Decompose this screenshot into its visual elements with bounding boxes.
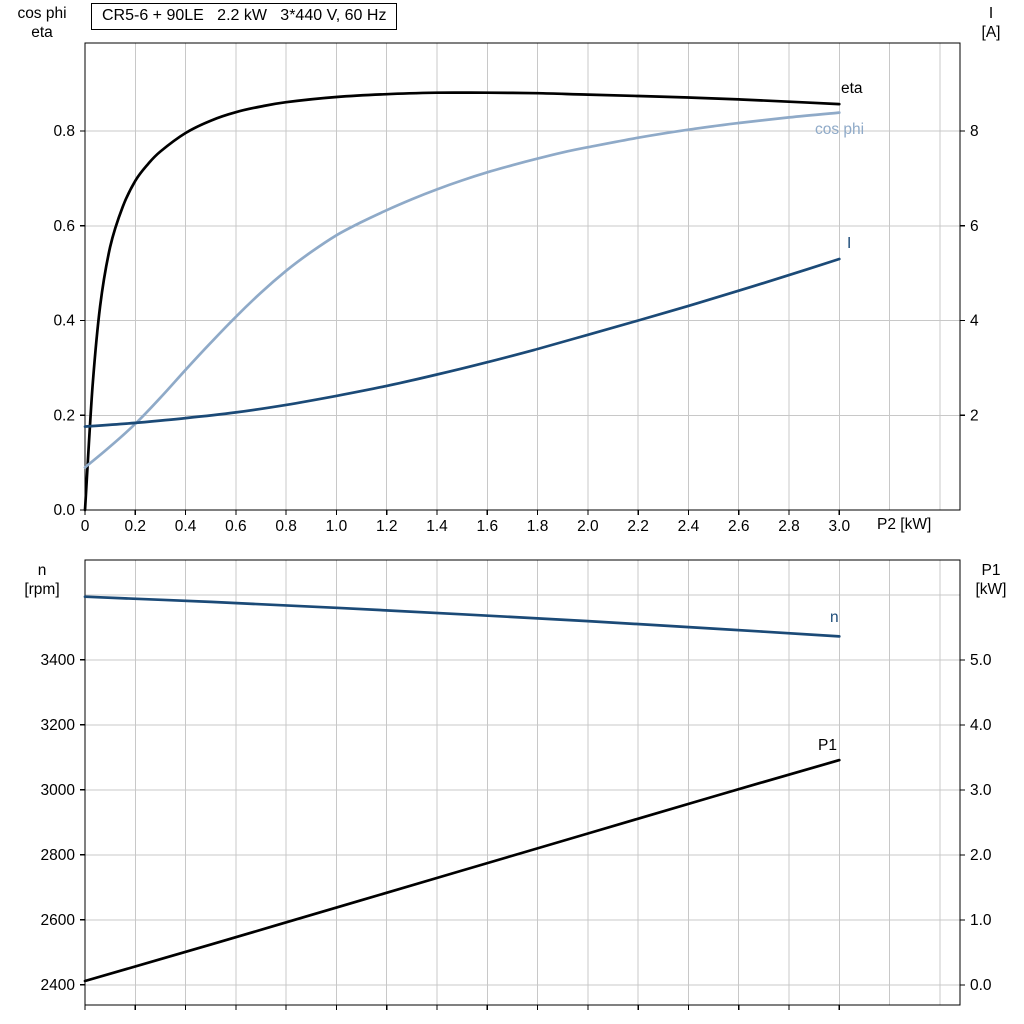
svg-text:0.4: 0.4 — [175, 518, 197, 535]
tick-labels: 2400 2600 2800 3000 3200 3400 0.0 1.0 2.0 3.0 4.0 5… — [41, 652, 992, 994]
series-cos-phi — [83, 111, 841, 469]
curve-label-cos-phi: cos phi — [815, 121, 865, 138]
series-n — [83, 595, 841, 638]
axis-title-current: I — [988, 5, 994, 22]
svg-text:8: 8 — [970, 123, 979, 140]
svg-text:2.8: 2.8 — [778, 518, 800, 535]
svg-text:0.2: 0.2 — [125, 518, 147, 535]
plot-area-0: 0 0.2 0.4 0.6 0.8 1.0 1.2 1.4 1.6 1.8 2.0 2.2 2.4 2.6… — [53, 42, 979, 535]
axis-ticks — [80, 659, 965, 1010]
top-left-axis-title: cos phi eta — [2, 4, 82, 42]
svg-text:6: 6 — [970, 218, 979, 235]
svg-text:0.8: 0.8 — [275, 518, 297, 535]
svg-text:0.0: 0.0 — [970, 977, 992, 994]
svg-text:0.2: 0.2 — [53, 407, 75, 424]
axis-title-speed: n — [37, 562, 47, 579]
svg-text:1.0: 1.0 — [970, 912, 992, 929]
svg-text:2600: 2600 — [41, 912, 76, 929]
svg-text:2.0: 2.0 — [577, 518, 599, 535]
svg-text:1.0: 1.0 — [326, 518, 348, 535]
svg-text:0.6: 0.6 — [53, 218, 75, 235]
curve-label-eta: eta — [841, 80, 863, 97]
svg-text:2.4: 2.4 — [678, 518, 700, 535]
axis-title-p1-unit: [kW] — [975, 581, 1007, 598]
curve-label-p1: P1 — [818, 737, 837, 754]
plot-area-1: 2400 2600 2800 3000 3200 3400 0.0 1.0 2.0 3.0 4.0 5… — [41, 559, 992, 1010]
svg-text:1.8: 1.8 — [527, 518, 549, 535]
svg-text:3.0: 3.0 — [970, 782, 992, 799]
svg-text:2: 2 — [970, 407, 979, 424]
tick-labels: 0 0.2 0.4 0.6 0.8 1.0 1.2 1.4 1.6 1.8 2.0 2.2 2.4 2.6… — [53, 123, 979, 535]
axis-title-p1: P1 — [981, 562, 1001, 579]
svg-text:2400: 2400 — [41, 977, 76, 994]
svg-text:2.2: 2.2 — [627, 518, 649, 535]
svg-text:0: 0 — [81, 518, 90, 535]
svg-text:2.0: 2.0 — [970, 847, 992, 864]
axis-title-speed-unit: [rpm] — [24, 581, 60, 598]
top-right-axis-title: I [A] — [962, 4, 1020, 42]
svg-text:0.6: 0.6 — [225, 518, 247, 535]
grid-lines — [85, 560, 960, 1005]
x-axis-label: P2 [kW] — [877, 516, 932, 533]
svg-text:4: 4 — [970, 313, 979, 330]
svg-text:0.4: 0.4 — [53, 313, 75, 330]
plot-border — [84, 42, 961, 511]
series-P1 — [83, 758, 841, 983]
svg-text:4.0: 4.0 — [970, 717, 992, 734]
svg-text:3000: 3000 — [41, 782, 76, 799]
svg-text:5.0: 5.0 — [970, 652, 992, 669]
plot-border — [84, 559, 961, 1006]
curve-label-current: I — [847, 235, 852, 252]
svg-text:2.6: 2.6 — [728, 518, 750, 535]
svg-text:1.4: 1.4 — [426, 518, 448, 535]
svg-text:1.2: 1.2 — [376, 518, 398, 535]
series-I — [83, 257, 841, 428]
curve-label-speed: n — [830, 609, 839, 626]
svg-text:1.6: 1.6 — [477, 518, 499, 535]
svg-text:3400: 3400 — [41, 652, 76, 669]
chart-title-box: CR5-6 + 90LE 2.2 kW 3*440 V, 60 Hz — [91, 3, 398, 30]
svg-text:2800: 2800 — [41, 847, 76, 864]
axis-ticks — [80, 130, 965, 515]
bottom-right-axis-title: P1 [kW] — [960, 561, 1022, 599]
svg-text:0.0: 0.0 — [53, 502, 75, 519]
axis-title-eta: eta — [31, 24, 53, 41]
svg-text:0.8: 0.8 — [53, 123, 75, 140]
svg-text:3.0: 3.0 — [829, 518, 851, 535]
svg-text:3200: 3200 — [41, 717, 76, 734]
axis-title-cosphi: cos phi — [17, 5, 67, 22]
bottom-left-axis-title: n [rpm] — [2, 561, 82, 599]
axis-title-current-unit: [A] — [981, 24, 1001, 41]
series-eta — [83, 91, 841, 512]
